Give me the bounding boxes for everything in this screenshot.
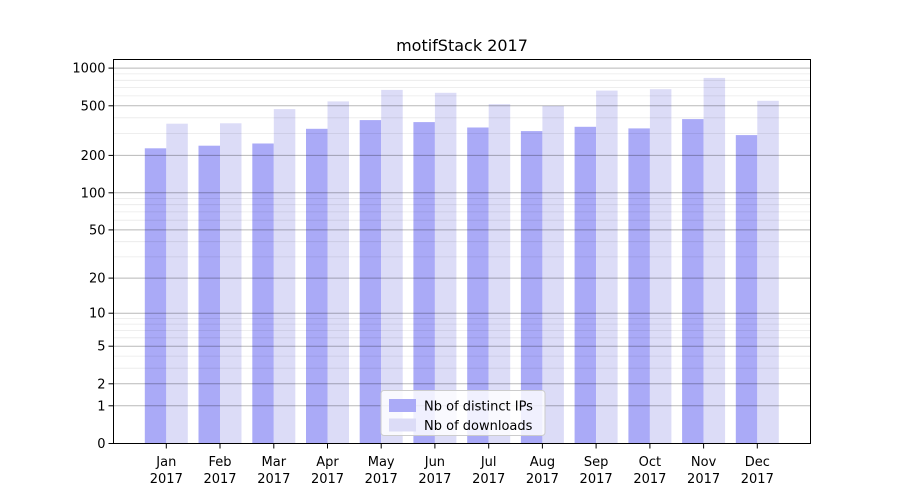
bar-ips-nov-2017: [682, 119, 704, 444]
bar-downloads-jan-2017: [166, 123, 188, 444]
x-tick-label-feb-2017: Feb 2017: [203, 455, 236, 487]
legend-frame: [380, 390, 546, 436]
bar-ips-oct-2017: [628, 128, 650, 444]
bar-ips-jun-2017: [413, 122, 435, 444]
bar-downloads-may-2017: [381, 89, 403, 444]
x-axis: Jan 2017 Feb 2017 Mar 2017 Apr 2017 May 2017 Jun 20…: [150, 443, 774, 487]
x-tick-label-mar-2017: Mar 2017: [257, 455, 290, 487]
bar-downloads-nov-2017: [703, 77, 726, 444]
bar-ips-jul-2017: [467, 127, 489, 444]
y-tick-label-100: 100: [81, 186, 106, 201]
y-tick-label-2: 2: [97, 377, 105, 392]
bar-downloads-oct-2017: [649, 89, 672, 444]
legend-swatch-ips: [389, 399, 416, 412]
bar-downloads-apr-2017: [327, 101, 349, 444]
bar-downloads-feb-2017: [220, 123, 242, 444]
x-tick-label-apr-2017: Apr 2017: [311, 455, 344, 487]
legend-label-downloads: Nb of downloads: [424, 419, 533, 434]
bar-ips-aug-2017: [520, 131, 543, 444]
y-tick-label-200: 200: [81, 149, 106, 164]
bar-downloads-dec-2017: [757, 100, 779, 444]
x-tick-label-jun-2017: Jun 2017: [418, 455, 451, 487]
bar-ips-dec-2017: [735, 135, 758, 444]
bar-ips-feb-2017: [198, 145, 220, 444]
chart-title: motifStack 2017: [396, 36, 528, 55]
x-tick-label-sep-2017: Sep 2017: [580, 455, 613, 487]
legend-swatch-downloads: [389, 418, 416, 432]
y-tick-label-50: 50: [89, 223, 106, 238]
y-axis: 0 1 2 5 10 20 50 100 200 500 1000: [72, 62, 114, 452]
x-tick-label-may-2017: May 2017: [365, 455, 398, 487]
bar-downloads-jun-2017: [434, 92, 457, 444]
bar-downloads-mar-2017: [273, 109, 296, 444]
bar-downloads-aug-2017: [542, 105, 564, 444]
x-tick-label-oct-2017: Oct 2017: [633, 455, 666, 487]
y-tick-label-20: 20: [89, 272, 106, 287]
x-tick-label-jul-2017: Jul 2017: [472, 455, 505, 487]
bar-ips-apr-2017: [306, 128, 328, 444]
x-tick-label-nov-2017: Nov 2017: [687, 455, 720, 487]
y-tick-label-5: 5: [97, 340, 105, 355]
legend: Nb of distinct IPs Nb of downloads: [380, 390, 546, 436]
bar-ips-may-2017: [359, 120, 382, 444]
bar-ips-mar-2017: [252, 143, 274, 444]
x-tick-label-jan-2017: Jan 2017: [150, 455, 183, 487]
bar-ips-jan-2017: [144, 148, 167, 444]
y-tick-label-0: 0: [97, 437, 105, 452]
x-tick-label-aug-2017: Aug 2017: [526, 455, 559, 487]
y-tick-label-10: 10: [89, 307, 106, 322]
plot-border: [113, 59, 811, 444]
gridlines-layer: [113, 67, 811, 407]
x-tick-label-dec-2017: Dec 2017: [741, 455, 774, 487]
y-tick-label-500: 500: [81, 99, 106, 114]
y-tick-label-1: 1: [97, 399, 105, 414]
y-tick-label-1000: 1000: [72, 62, 105, 77]
bar-downloads-sep-2017: [596, 90, 618, 444]
bar-downloads-jul-2017: [488, 104, 511, 444]
legend-label-ips: Nb of distinct IPs: [424, 400, 533, 415]
bar-ips-sep-2017: [574, 126, 597, 444]
bars-layer: [144, 77, 779, 444]
